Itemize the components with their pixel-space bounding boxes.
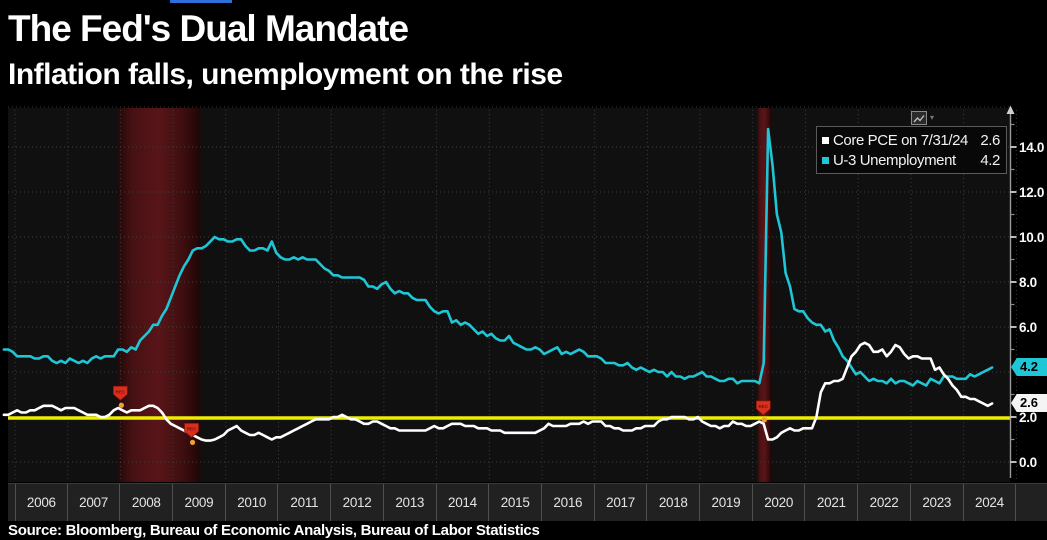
rec-marker-label: REC <box>187 426 197 431</box>
event-dot-icon <box>189 439 196 445</box>
chart-tool-button[interactable]: ▾ <box>911 110 941 126</box>
x-axis-year-label: 2017 <box>595 484 648 521</box>
y-axis-tick-label: 10.0 <box>1019 230 1044 245</box>
x-axis-year-label: 2012 <box>331 484 384 521</box>
x-axis-year-label: 2021 <box>806 484 859 521</box>
event-dot-icon <box>761 417 767 423</box>
event-dot-icon <box>118 402 124 408</box>
legend-label: Core PCE on 7/31/24 <box>833 131 968 149</box>
core-pce-swatch-icon <box>822 136 829 144</box>
legend: Core PCE on 7/31/24 2.6 U-3 Unemployment… <box>816 126 1007 174</box>
line-chart-icon <box>911 111 927 125</box>
x-axis-year-label: 2020 <box>753 484 806 521</box>
pce-last-value-badge: 2.6 <box>1011 394 1047 412</box>
x-axis-year-label: 2006 <box>15 484 68 521</box>
x-axis-year-label: 2009 <box>173 484 226 521</box>
x-axis-year-label: 2018 <box>647 484 701 521</box>
x-axis-year-label: 2016 <box>542 484 595 521</box>
x-axis-year-label: 2010 <box>226 484 279 521</box>
source-text: Source: Bloomberg, Bureau of Economic An… <box>8 522 540 539</box>
x-axis-year-label: 2024 <box>964 484 1017 521</box>
y-axis-tick-label: 0.0 <box>1019 455 1037 470</box>
y-axis-tick-label: 12.0 <box>1019 185 1044 200</box>
x-axis-year-label: 2008 <box>120 484 174 521</box>
x-axis-year-label: 2007 <box>68 484 121 521</box>
x-axis-year-label: 2013 <box>384 484 437 521</box>
chart-subtitle: Inflation falls, unemployment on the ris… <box>8 58 563 91</box>
core-pce-line <box>2 341 994 442</box>
top-accent-bar <box>170 0 232 3</box>
x-axis: 2006 2007 2008 2009 2010 2011 2012 2013 2014 2015… <box>0 483 1047 521</box>
source-bar: Source: Bloomberg, Bureau of Economic An… <box>0 521 1047 540</box>
caret-down-icon[interactable]: ▾ <box>930 113 935 122</box>
y-axis-tick-label: 2.0 <box>1019 410 1037 425</box>
u3-swatch-icon <box>822 156 829 164</box>
y-axis-tick-label: 8.0 <box>1019 275 1037 290</box>
legend-value: 4.2 <box>980 151 1000 169</box>
rec-marker-label: REC <box>116 389 126 394</box>
legend-item-u3-unemployment[interactable]: U-3 Unemployment 4.2 <box>822 150 1000 170</box>
legend-value: 2.6 <box>980 131 1000 149</box>
x-axis-year-label: 2014 <box>437 484 490 521</box>
chart-title: The Fed's Dual Mandate <box>8 8 409 49</box>
u3-unemployment-line <box>2 127 994 387</box>
x-axis-year-label: 2022 <box>858 484 911 521</box>
x-axis-year-label: 2011 <box>279 484 332 521</box>
legend-item-core-pce[interactable]: Core PCE on 7/31/24 2.6 <box>822 130 1000 150</box>
rec-marker-icon[interactable] <box>113 385 128 401</box>
y-axis-tick-label: 14.0 <box>1019 140 1044 155</box>
x-axis-strip: 2006 2007 2008 2009 2010 2011 2012 2013 2014 2015… <box>8 483 1047 521</box>
rec-marker-icon[interactable] <box>755 400 771 416</box>
x-axis-year-label: 2019 <box>700 484 753 521</box>
u3-last-value-badge: 4.2 <box>1011 358 1047 376</box>
y-axis-tick-label: 6.0 <box>1019 320 1037 335</box>
rec-marker-label: REC <box>758 404 768 409</box>
x-axis-year-label: 2023 <box>911 484 964 521</box>
rec-marker-icon[interactable] <box>184 423 199 438</box>
y-axis-arrow-icon <box>1006 105 1015 114</box>
legend-label: U-3 Unemployment <box>833 151 956 169</box>
x-axis-year-label: 2015 <box>489 484 542 521</box>
